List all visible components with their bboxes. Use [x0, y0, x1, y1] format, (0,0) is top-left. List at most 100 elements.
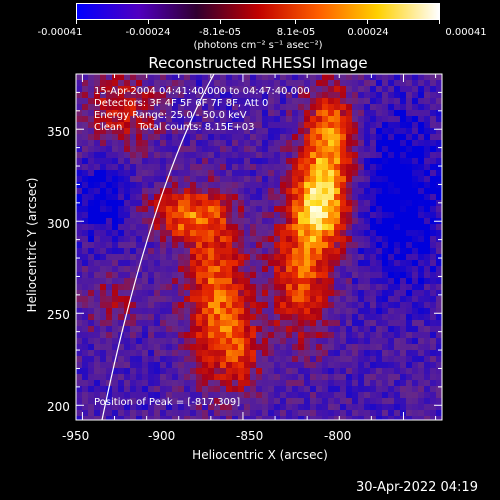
heatmap-cell — [424, 410, 430, 416]
heatmap-cell — [376, 404, 382, 410]
heatmap-cell — [430, 212, 436, 218]
heatmap-cell — [184, 314, 190, 320]
heatmap-cell — [124, 236, 130, 242]
heatmap-cell — [334, 182, 340, 188]
heatmap-cell — [406, 134, 412, 140]
heatmap-cell — [382, 218, 388, 224]
heatmap-cell — [172, 356, 178, 362]
heatmap-cell — [328, 92, 334, 98]
heatmap-cell — [112, 350, 118, 356]
heatmap-cell — [304, 98, 310, 104]
heatmap-cell — [364, 86, 370, 92]
heatmap-cell — [112, 158, 118, 164]
heatmap-cell — [154, 362, 160, 368]
heatmap-cell — [226, 158, 232, 164]
heatmap-cell — [310, 206, 316, 212]
y-tick-marks — [76, 73, 442, 406]
heatmap-cell — [148, 260, 154, 266]
heatmap-cell — [106, 368, 112, 374]
heatmap-cell — [94, 206, 100, 212]
heatmap-cell — [412, 104, 418, 110]
heatmap-cell — [388, 140, 394, 146]
heatmap-cell — [430, 284, 436, 290]
heatmap-cell — [250, 398, 256, 404]
y-tick-label: 350 — [47, 125, 70, 139]
heatmap-cell — [166, 170, 172, 176]
heatmap-cell — [238, 236, 244, 242]
heatmap-cell — [76, 206, 82, 212]
heatmap-cell — [280, 98, 286, 104]
heatmap-cell — [106, 332, 112, 338]
heatmap-cell — [136, 416, 142, 420]
heatmap-cell — [76, 416, 82, 420]
heatmap-cell — [418, 374, 424, 380]
heatmap-cell — [208, 104, 214, 110]
heatmap-cell — [424, 260, 430, 266]
heatmap-cell — [394, 248, 400, 254]
heatmap-cell — [190, 242, 196, 248]
heatmap-cell — [142, 128, 148, 134]
heatmap-cell — [244, 308, 250, 314]
heatmap-cell — [124, 326, 130, 332]
heatmap-cell — [166, 386, 172, 392]
heatmap-cell — [352, 356, 358, 362]
heatmap-cell — [88, 176, 94, 182]
heatmap-cell — [244, 326, 250, 332]
heatmap-cell — [376, 206, 382, 212]
heatmap-cell — [412, 308, 418, 314]
heatmap-cell — [94, 344, 100, 350]
plot-frame — [75, 73, 443, 421]
heatmap-cell — [238, 254, 244, 260]
heatmap-cell — [334, 188, 340, 194]
heatmap-cell — [262, 200, 268, 206]
heatmap-cell — [178, 74, 184, 80]
heatmap-cell — [370, 206, 376, 212]
heatmap-cell — [184, 320, 190, 326]
heatmap-cell — [238, 128, 244, 134]
heatmap-cell — [154, 104, 160, 110]
heatmap-cell — [430, 314, 436, 320]
heatmap-cell — [322, 326, 328, 332]
heatmap-cell — [136, 374, 142, 380]
heatmap-cell — [280, 362, 286, 368]
heatmap-cell — [244, 74, 250, 80]
heatmap-cell — [100, 320, 106, 326]
heatmap-cell — [430, 206, 436, 212]
heatmap-cell — [124, 266, 130, 272]
heatmap-cell — [76, 302, 82, 308]
heatmap-cell — [118, 98, 124, 104]
heatmap-cell — [256, 368, 262, 374]
heatmap-cell — [190, 74, 196, 80]
heatmap-cell — [292, 188, 298, 194]
heatmap-cell — [418, 170, 424, 176]
heatmap-cell — [94, 152, 100, 158]
heatmap-cell — [256, 110, 262, 116]
heatmap-cell — [268, 110, 274, 116]
heatmap-cell — [226, 362, 232, 368]
heatmap-cell — [76, 350, 82, 356]
heatmap-cell — [346, 416, 352, 420]
heatmap-cell — [214, 248, 220, 254]
heatmap-cell — [118, 314, 124, 320]
heatmap-cell — [196, 284, 202, 290]
heatmap-cell — [316, 182, 322, 188]
heatmap-cell — [334, 254, 340, 260]
heatmap-cell — [196, 164, 202, 170]
heatmap-cell — [430, 104, 436, 110]
heatmap-cell — [226, 128, 232, 134]
heatmap-cell — [256, 362, 262, 368]
heatmap-cell — [106, 260, 112, 266]
heatmap-cell — [130, 230, 136, 236]
heatmap-cell — [88, 182, 94, 188]
heatmap-cell — [358, 176, 364, 182]
heatmap-cell — [304, 104, 310, 110]
heatmap-cell — [166, 350, 172, 356]
heatmap-cell — [388, 236, 394, 242]
heatmap-cell — [358, 392, 364, 398]
heatmap-cell — [370, 104, 376, 110]
heatmap-cell — [256, 92, 262, 98]
heatmap-cell — [274, 290, 280, 296]
heatmap-cell — [124, 302, 130, 308]
heatmap-cell — [436, 254, 442, 260]
heatmap-cell — [232, 170, 238, 176]
